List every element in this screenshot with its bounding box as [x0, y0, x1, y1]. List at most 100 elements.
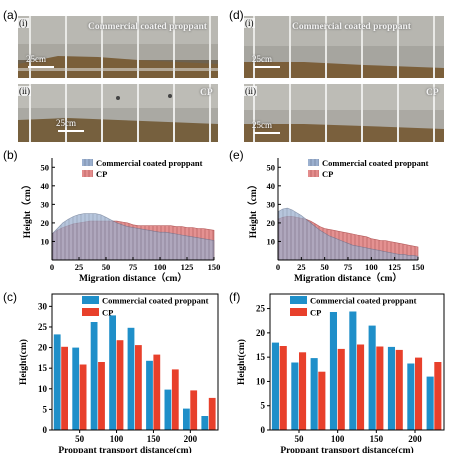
chart-e-xtick-label-4: 100: [365, 262, 378, 272]
chart-f-ytick-label-5: 25: [256, 304, 266, 314]
chart-c-legend-swatch-commercial: [82, 296, 99, 304]
chart-f-ytick-label-0: 0: [261, 425, 266, 435]
chart-c-ytick-label-2: 10: [38, 384, 48, 394]
chart-e-xtick-label-0: 0: [276, 262, 280, 272]
chart-c-xlabel: Proppant transport distance(cm): [58, 445, 191, 453]
chart-c-ytick-label-6: 30: [38, 301, 48, 311]
chart-e-series-commercial-area: [277, 207, 419, 261]
photo-a-ii-title: CP: [200, 88, 213, 98]
chart-b-ytick-label-2: 30: [41, 199, 50, 209]
chart-c-bar-cp-4: [135, 345, 142, 430]
chart-e-ytick-label-0: 10: [267, 236, 276, 246]
photo-a-i-scale-label: 25cm: [26, 54, 46, 64]
chart-e-ytick-label-1: 20: [267, 218, 276, 228]
photo-a-i-title: Commercial coated proppant: [88, 22, 207, 32]
chart-b-series-commercial-area: [51, 213, 215, 261]
chart-f-bar-commercial-8: [426, 376, 434, 430]
chart-c-frame: [51, 293, 219, 431]
photo-a-ii-scale-label: 25cm: [56, 118, 76, 128]
chart-c-xtick-label-2: 150: [147, 434, 161, 444]
chart-e-xtick-label-1: 25: [297, 262, 306, 272]
chart-f-bar-commercial-7: [407, 363, 415, 430]
chart-f-bar-commercial-1: [291, 362, 299, 430]
chart-f-bar-cp-6: [395, 349, 403, 430]
chart-c-xtick-label-1: 100: [110, 434, 124, 444]
chart-c-bar-commercial-1: [72, 347, 80, 430]
chart-f-ytick-label-1: 5: [261, 401, 266, 411]
chart-c-legend-label-commercial: Commercial coated proppant: [102, 296, 209, 306]
chart-c-bar-cp-1: [79, 364, 87, 430]
chart-f-legend-label-commercial: Commercial coated proppant: [310, 296, 417, 306]
chart-c-bar-commercial-0: [53, 334, 61, 430]
chart-f-xtick-label-1: 100: [331, 434, 345, 444]
chart-f-ytick-label-2: 10: [256, 376, 266, 386]
chart-f-bar-cp-7: [415, 357, 423, 430]
chart-c-bar-cp-6: [171, 369, 179, 430]
chart-f-xlabel: Proppant transport distance(cm): [280, 445, 413, 453]
chart-c-legend-swatch-cp: [82, 308, 99, 316]
chart-c-bar-commercial-4: [127, 327, 135, 430]
chart-e-ytick-label-2: 30: [267, 199, 276, 209]
chart-f-bar-cp-3: [337, 348, 345, 430]
chart-c-bar-commercial-7: [183, 408, 190, 430]
photo-a-i: (i) Commercial coated proppant 25cm: [18, 16, 218, 78]
chart-f-bar-commercial-3: [329, 312, 337, 430]
chart-b-xtick-label-1: 25: [75, 262, 84, 272]
chart-f-ylabel: Height(cm): [236, 339, 247, 385]
chart-e-xlabel: Migration distance（cm）: [294, 272, 402, 284]
chart-c-ytick-label-0: 0: [43, 425, 48, 435]
chart-b-xtick-label-5: 125: [181, 262, 194, 272]
chart-c-bar-commercial-3: [109, 315, 116, 430]
chart-e-legend-label-commercial: Commercial coated proppant: [322, 158, 429, 168]
chart-b-xtick-label-2: 50: [102, 262, 111, 272]
photo-a-i-sublabel: (i): [18, 18, 29, 28]
photo-d-i: (i) Commercial coated proppant 25cm: [244, 16, 444, 78]
photo-a-i-image: [18, 16, 218, 78]
chart-f-xtick-label-2: 150: [370, 434, 384, 444]
photo-a-ii-image: [18, 84, 218, 142]
panel-label-a: (a): [3, 8, 18, 22]
chart-c-bar-cp-5: [153, 354, 161, 430]
chart-f-bar-commercial-2: [310, 358, 318, 430]
chart-f-frame: [269, 293, 445, 431]
chart-b-xlabel: Migration distance（cm）: [79, 272, 187, 284]
chart-f-legend-swatch-commercial: [290, 296, 307, 304]
chart-f-bar-commercial-4: [349, 311, 357, 430]
chart-c-bar-cp-2: [98, 362, 105, 430]
photo-d-i-title: Commercial coated proppant: [292, 22, 411, 32]
chart-b-ytick-label-3: 40: [41, 181, 50, 191]
chart-b-ytick-label-4: 50: [41, 162, 50, 172]
photo-d-i-scale-label: 25cm: [252, 54, 272, 64]
chart-f-bar-commercial-0: [271, 342, 279, 430]
chart-b-xtick-label-4: 100: [154, 262, 167, 272]
chart-f-bar-cp-5: [376, 346, 384, 430]
chart-c-bar-commercial-2: [90, 322, 98, 430]
photo-d-ii-title: CP: [426, 88, 439, 98]
chart-c-xtick-label-0: 50: [75, 434, 85, 444]
chart-c-legend-label-cp: CP: [102, 308, 113, 318]
photo-a-i-scalebar: [28, 66, 54, 68]
chart-c: 50 100 150 200 0 5 10 15 20 25 30 Proppant transpor…: [18, 293, 219, 453]
chart-f-legend-swatch-cp: [290, 308, 307, 316]
chart-b-xtick-label-3: 75: [129, 262, 138, 272]
chart-b-xtick-label-6: 150: [208, 262, 221, 272]
chart-c-ytick-label-5: 25: [38, 322, 48, 332]
panel-label-b: (b): [3, 148, 18, 162]
chart-b-legend-label-commercial: Commercial coated proppant: [96, 158, 203, 168]
chart-f-bar-cp-1: [299, 352, 307, 430]
chart-f-bar-commercial-5: [368, 325, 376, 430]
chart-b-legend-label-cp: CP: [96, 169, 107, 179]
chart-e-xtick-label-5: 125: [388, 262, 401, 272]
chart-c-ytick-label-4: 20: [38, 343, 48, 353]
panel-label-e: (e): [229, 148, 244, 162]
chart-b-legend-swatch-commercial: [82, 159, 93, 166]
chart-b-ytick-label-0: 10: [41, 236, 50, 246]
chart-f-bar-cp-8: [434, 362, 442, 430]
chart-c-bar-cp-0: [61, 346, 68, 430]
photo-d-ii-scalebar: [254, 132, 280, 134]
chart-e-xtick-label-2: 50: [320, 262, 329, 272]
chart-b-ytick-label-1: 20: [41, 218, 50, 228]
panel-label-f: (f): [229, 290, 241, 304]
chart-f-ytick-label-4: 20: [256, 328, 266, 338]
